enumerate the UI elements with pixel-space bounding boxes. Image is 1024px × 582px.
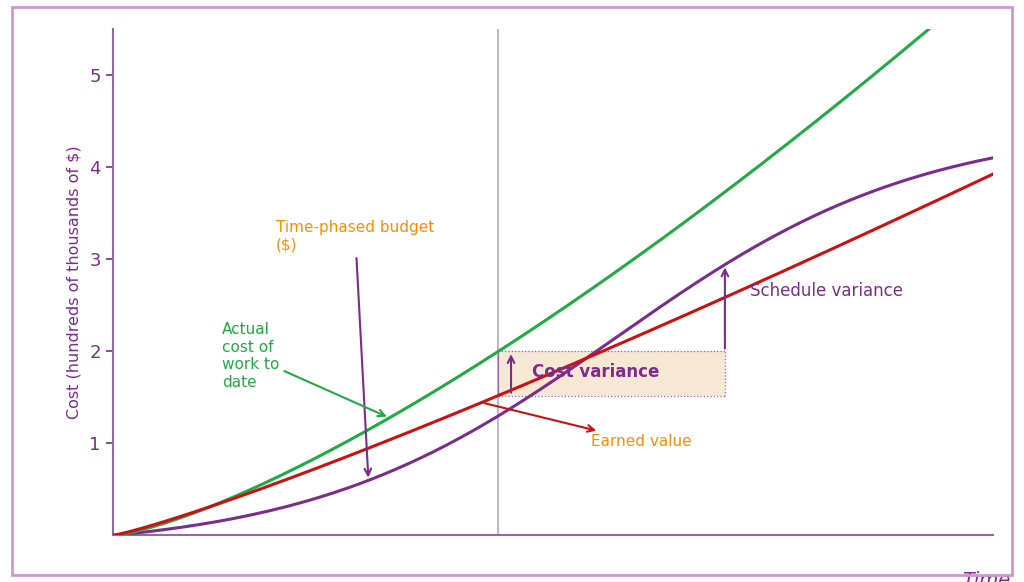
Text: Time-phased budget
($): Time-phased budget ($) bbox=[276, 220, 434, 475]
Text: Actual
cost of
work to
date: Actual cost of work to date bbox=[221, 322, 385, 416]
Text: Schedule variance: Schedule variance bbox=[750, 282, 903, 300]
Y-axis label: Cost (hundreds of thousands of $): Cost (hundreds of thousands of $) bbox=[66, 146, 81, 419]
Text: Earned value: Earned value bbox=[484, 403, 691, 449]
Bar bbox=[499, 352, 725, 396]
Text: Time: Time bbox=[963, 571, 1011, 582]
Text: Cost variance: Cost variance bbox=[532, 363, 659, 381]
